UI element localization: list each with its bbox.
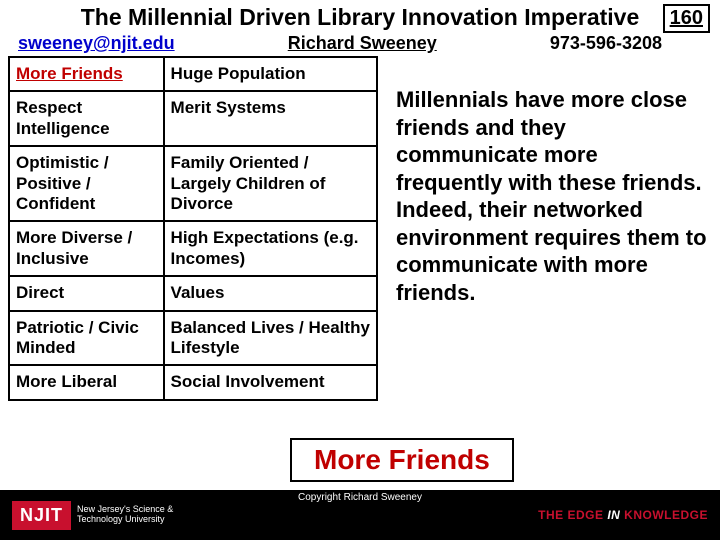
page-number: 160: [663, 4, 710, 33]
table-cell-left: More Friends: [9, 57, 164, 91]
content-area: More FriendsHuge PopulationRespect Intel…: [0, 54, 720, 401]
table-row: More Diverse / InclusiveHigh Expectation…: [9, 221, 377, 276]
table-cell-right: Merit Systems: [164, 91, 377, 146]
footer-bar: NJIT New Jersey's Science & Technology U…: [0, 490, 720, 540]
callout-box: More Friends: [290, 438, 514, 482]
email-link[interactable]: sweeney@njit.edu: [18, 33, 175, 54]
page-title: The Millennial Driven Library Innovation…: [8, 4, 712, 31]
edge-slogan: THE EDGE IN KNOWLEDGE: [538, 508, 708, 522]
edge-pre: THE EDGE: [538, 508, 607, 522]
table-row: Respect IntelligenceMerit Systems: [9, 91, 377, 146]
table-row: More FriendsHuge Population: [9, 57, 377, 91]
table-cell-left: More Liberal: [9, 365, 164, 399]
table-cell-left: Direct: [9, 276, 164, 310]
author-name: Richard Sweeney: [175, 33, 550, 54]
table-row: More LiberalSocial Involvement: [9, 365, 377, 399]
table-cell-right: Values: [164, 276, 377, 310]
table-cell-left: Patriotic / Civic Minded: [9, 311, 164, 366]
header: The Millennial Driven Library Innovation…: [0, 0, 720, 54]
njit-sub-2: Technology University: [77, 515, 173, 525]
table-row: Patriotic / Civic MindedBalanced Lives /…: [9, 311, 377, 366]
table-row: DirectValues: [9, 276, 377, 310]
table-cell-left: Optimistic / Positive / Confident: [9, 146, 164, 221]
table-cell-right: High Expectations (e.g. Incomes): [164, 221, 377, 276]
sub-row: sweeney@njit.edu Richard Sweeney 973-596…: [8, 33, 712, 54]
edge-post: KNOWLEDGE: [620, 508, 708, 522]
table-cell-left: More Diverse / Inclusive: [9, 221, 164, 276]
njit-logo: NJIT: [12, 501, 71, 530]
edge-in: IN: [607, 508, 620, 522]
side-paragraph: Millennials have more close friends and …: [396, 56, 710, 401]
traits-table: More FriendsHuge PopulationRespect Intel…: [8, 56, 378, 401]
table-cell-left: Respect Intelligence: [9, 91, 164, 146]
table-cell-right: Social Involvement: [164, 365, 377, 399]
table-cell-right: Huge Population: [164, 57, 377, 91]
logo-block: NJIT New Jersey's Science & Technology U…: [12, 501, 173, 530]
table-row: Optimistic / Positive / ConfidentFamily …: [9, 146, 377, 221]
title-row: The Millennial Driven Library Innovation…: [8, 4, 712, 31]
table-cell-right: Balanced Lives / Healthy Lifestyle: [164, 311, 377, 366]
copyright-text: Copyright Richard Sweeney: [298, 492, 422, 503]
phone-number: 973-596-3208: [550, 33, 662, 54]
njit-subtitle: New Jersey's Science & Technology Univer…: [77, 505, 173, 525]
table-cell-right: Family Oriented / Largely Children of Di…: [164, 146, 377, 221]
